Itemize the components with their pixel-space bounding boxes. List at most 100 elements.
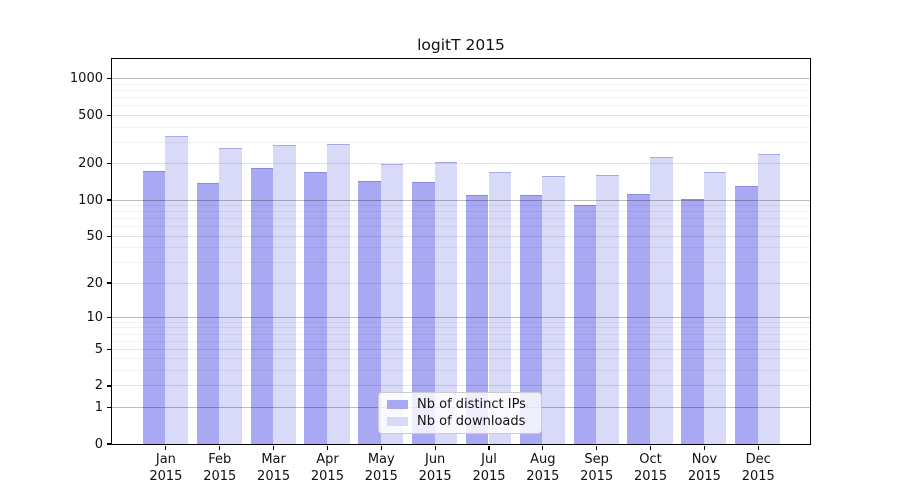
legend-item-downloads: Nb of downloads bbox=[387, 414, 533, 429]
plot-area: Nb of distinct IPs Nb of downloads bbox=[111, 58, 811, 445]
y-tick-500 bbox=[106, 114, 112, 117]
bar-nb-of-downloads-mar bbox=[273, 145, 296, 444]
y-tick-label-50: 50 bbox=[86, 228, 103, 244]
y-tick-label-0: 0 bbox=[94, 436, 103, 452]
y-tick-label-1: 1 bbox=[94, 399, 103, 415]
y-tick-label-2: 2 bbox=[94, 378, 103, 394]
chart-title: logitT 2015 bbox=[417, 36, 505, 54]
x-tick-year: 2015 bbox=[472, 468, 506, 484]
x-tick-month: Apr bbox=[316, 452, 339, 467]
x-tick-month: Jun bbox=[424, 452, 446, 467]
y-tick-100 bbox=[106, 199, 112, 201]
x-tick-month: Dec bbox=[745, 452, 771, 467]
x-tick-aug bbox=[542, 445, 544, 450]
bar-nb-of-distinct-ips-sep bbox=[573, 205, 597, 444]
x-tick-label-mar: Mar 2015 bbox=[246, 452, 302, 485]
x-tick-year: 2015 bbox=[310, 468, 344, 484]
x-tick-label-oct: Oct 2015 bbox=[623, 452, 679, 485]
x-tick-year: 2015 bbox=[364, 468, 398, 484]
x-tick-year: 2015 bbox=[634, 468, 668, 484]
y-tick-0 bbox=[106, 443, 112, 445]
y-tick-2 bbox=[106, 385, 112, 387]
bar-nb-of-distinct-ips-oct bbox=[627, 193, 651, 444]
bar-nb-of-downloads-feb bbox=[219, 148, 242, 444]
y-tick-label-10: 10 bbox=[86, 309, 103, 325]
x-tick-year: 2015 bbox=[418, 468, 452, 484]
x-tick-year: 2015 bbox=[203, 468, 237, 484]
bar-nb-of-downloads-sep bbox=[596, 175, 619, 444]
legend-swatch-downloads bbox=[387, 416, 408, 426]
bar-nb-of-downloads-oct bbox=[650, 157, 673, 444]
bar-nb-of-distinct-ips-feb bbox=[196, 183, 220, 444]
x-tick-month: Nov bbox=[691, 452, 718, 467]
x-tick-month: Aug bbox=[530, 452, 556, 467]
x-tick-year: 2015 bbox=[580, 468, 614, 484]
x-tick-year: 2015 bbox=[257, 468, 291, 484]
x-tick-label-feb: Feb 2015 bbox=[192, 452, 248, 485]
y-tick-20 bbox=[106, 282, 112, 284]
bar-nb-of-downloads-apr bbox=[326, 144, 350, 444]
y-tick-label-20: 20 bbox=[86, 275, 103, 291]
legend-label-downloads: Nb of downloads bbox=[417, 413, 526, 429]
x-tick-year: 2015 bbox=[741, 468, 775, 484]
y-tick-label-100: 100 bbox=[78, 192, 103, 208]
y-tick-label-1000: 1000 bbox=[69, 71, 103, 87]
x-tick-apr bbox=[326, 445, 329, 450]
x-tick-jan bbox=[165, 445, 167, 450]
legend-swatch-distinct-ips bbox=[387, 400, 408, 410]
legend: Nb of distinct IPs Nb of downloads bbox=[378, 392, 542, 434]
x-tick-month: Sep bbox=[584, 452, 609, 467]
x-tick-month: Jul bbox=[481, 452, 497, 467]
bar-nb-of-distinct-ips-apr bbox=[304, 171, 327, 444]
x-tick-dec bbox=[757, 445, 759, 450]
x-tick-label-dec: Dec 2015 bbox=[730, 452, 786, 485]
x-tick-label-jan: Jan 2015 bbox=[138, 452, 194, 485]
legend-label-distinct-ips: Nb of distinct IPs bbox=[417, 397, 526, 413]
bars-layer bbox=[112, 59, 810, 444]
bar-nb-of-distinct-ips-jan bbox=[142, 171, 166, 444]
y-tick-1000 bbox=[106, 78, 112, 80]
bar-nb-of-distinct-ips-jun bbox=[412, 182, 435, 444]
x-tick-month: Feb bbox=[208, 452, 232, 467]
x-tick-label-aug: Aug 2015 bbox=[515, 452, 571, 485]
x-tick-year: 2015 bbox=[526, 468, 560, 484]
bar-nb-of-downloads-jul bbox=[488, 172, 512, 444]
x-tick-year: 2015 bbox=[687, 468, 721, 484]
y-tick-50 bbox=[106, 235, 112, 237]
legend-item-distinct-ips: Nb of distinct IPs bbox=[387, 397, 533, 412]
x-tick-month: Mar bbox=[261, 452, 286, 467]
y-tick-label-5: 5 bbox=[94, 341, 103, 357]
bar-nb-of-downloads-jun bbox=[434, 161, 458, 444]
bar-nb-of-downloads-jan bbox=[165, 136, 188, 444]
x-tick-month: Oct bbox=[639, 452, 662, 467]
x-tick-sep bbox=[596, 445, 598, 450]
x-tick-may bbox=[380, 445, 382, 450]
y-tick-label-500: 500 bbox=[78, 107, 103, 123]
bar-nb-of-downloads-aug bbox=[542, 175, 565, 444]
x-tick-jul bbox=[488, 445, 490, 450]
y-tick-5 bbox=[106, 348, 112, 350]
x-tick-label-jul: Jul 2015 bbox=[461, 452, 517, 485]
bar-nb-of-distinct-ips-aug bbox=[519, 194, 543, 444]
x-tick-oct bbox=[649, 445, 652, 450]
x-tick-year: 2015 bbox=[149, 468, 183, 484]
x-tick-nov bbox=[703, 445, 705, 450]
bar-nb-of-distinct-ips-jul bbox=[465, 195, 489, 444]
x-tick-month: Jan bbox=[155, 452, 176, 467]
x-tick-label-apr: Apr 2015 bbox=[299, 452, 355, 485]
bar-nb-of-distinct-ips-nov bbox=[681, 199, 704, 444]
bar-nb-of-downloads-dec bbox=[757, 154, 781, 444]
bar-nb-of-downloads-nov bbox=[703, 172, 727, 444]
bar-nb-of-downloads-may bbox=[380, 163, 404, 444]
x-tick-feb bbox=[219, 445, 221, 450]
x-tick-jun bbox=[434, 445, 436, 450]
y-tick-1 bbox=[106, 406, 112, 408]
y-tick-10 bbox=[106, 316, 112, 318]
x-tick-label-nov: Nov 2015 bbox=[676, 452, 732, 485]
x-tick-month: May bbox=[367, 452, 395, 467]
x-tick-label-sep: Sep 2015 bbox=[569, 452, 625, 485]
x-tick-mar bbox=[273, 445, 275, 450]
bar-nb-of-distinct-ips-mar bbox=[250, 167, 274, 444]
y-tick-200 bbox=[106, 163, 112, 165]
